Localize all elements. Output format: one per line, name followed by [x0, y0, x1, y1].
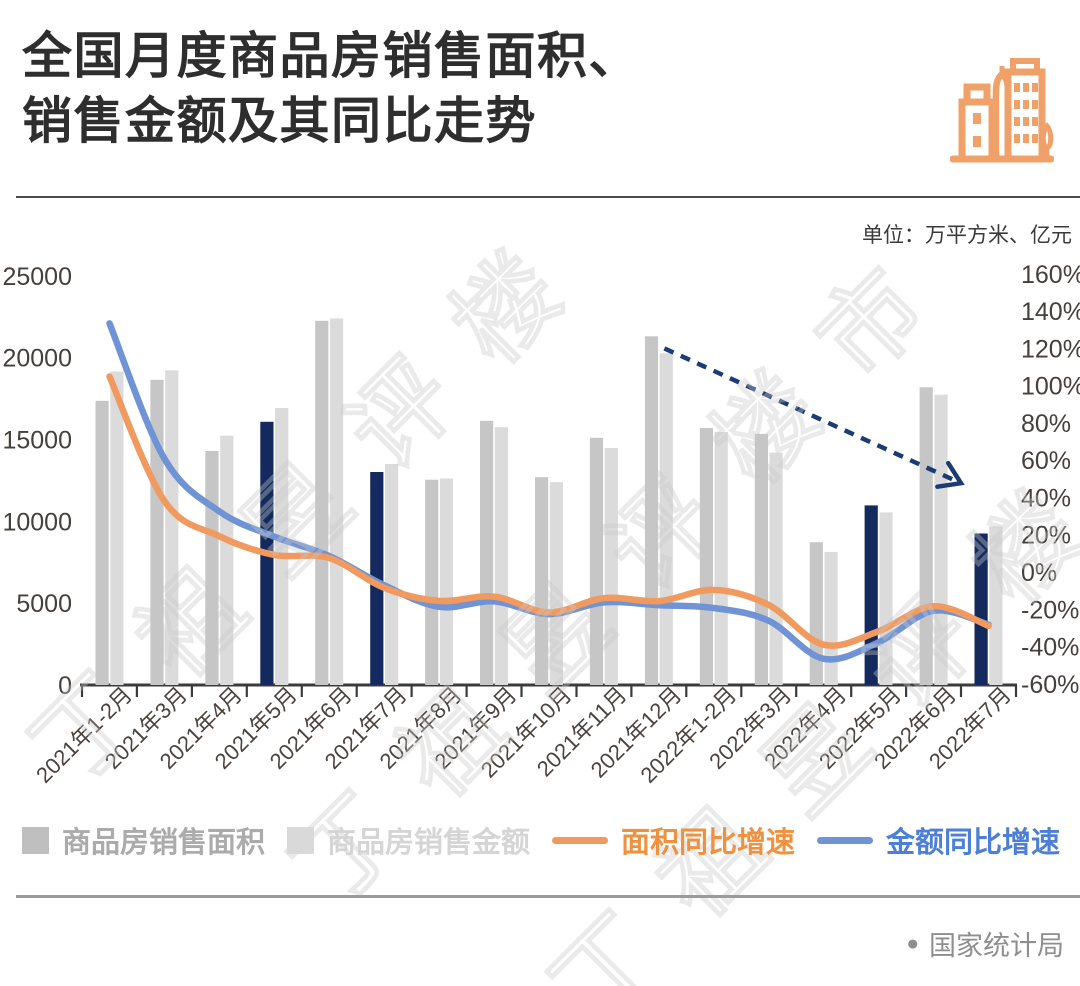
legend-item-amount-growth: 金额同比增速 [816, 819, 1060, 861]
left-axis-tick: 25000 [2, 263, 72, 291]
bar-sales-area [644, 336, 659, 685]
legend-label: 商品房销售金额 [326, 827, 530, 859]
bar-sales-area [754, 433, 768, 685]
bar-sales-amount [714, 432, 728, 685]
bar-sales-amount [934, 394, 948, 685]
amount-growth-swatch [816, 836, 873, 844]
trend-arrow-head [935, 460, 965, 489]
bar-sales-amount [385, 464, 399, 685]
bar-sales-area [589, 437, 604, 685]
bar-sales-amount [494, 427, 508, 685]
bar-sales-area [95, 400, 109, 685]
unit-note: 单位：万平方米、亿元 [862, 224, 1072, 247]
bar-sales-area [205, 451, 219, 685]
right-axis-tick: 120% [1021, 335, 1080, 363]
city-skyline-icon [950, 58, 1054, 163]
legend-item-sales-amount: 商品房销售金额 [286, 819, 530, 861]
left-axis-tick: 0 [58, 672, 72, 700]
bar-sales-amount [330, 318, 344, 685]
left-axis-tick: 20000 [2, 345, 72, 373]
legend-label: 金额同比增速 [885, 827, 1060, 859]
bar-sales-area [809, 542, 823, 685]
footer-divider [16, 895, 1080, 898]
bar-sales-amount [439, 478, 454, 685]
line-area-growth [106, 373, 992, 649]
right-axis-tick: 80% [1021, 410, 1071, 438]
data-source: ● 国家统计局 [906, 924, 1064, 963]
left-axis-tick: 5000 [16, 590, 72, 618]
right-axis-tick: 60% [1021, 447, 1071, 475]
legend-item-area-growth: 面积同比增速 [551, 819, 795, 861]
right-axis-tick: -40% [1021, 634, 1079, 662]
bar-sales-amount [110, 371, 124, 685]
bar-sales-area [315, 320, 329, 685]
watermark-character: 丁 [531, 894, 682, 986]
bar-sales-amount [604, 448, 618, 685]
left-axis-tick: 15000 [2, 426, 72, 454]
source-label: 国家统计局 [929, 931, 1064, 961]
left-axis-tick: 10000 [2, 508, 72, 536]
bar-sales-amount [769, 452, 783, 685]
bar-sales-area [535, 477, 549, 685]
bar-sales-amount [275, 408, 289, 685]
legend-item-sales-area: 商品房销售面积 [22, 819, 265, 861]
page-title-line1: 全国月度商品房销售面积、 [22, 28, 640, 84]
chart-legend: 商品房销售面积 商品房销售金额 面积同比增速 金额同比增速 [22, 818, 1060, 862]
bar-sales-amount [659, 353, 673, 685]
bar-sales-area [919, 387, 933, 685]
area-growth-swatch [551, 836, 608, 844]
right-axis-tick: 160% [1021, 261, 1080, 289]
bar-sales-area [480, 420, 494, 685]
legend-label: 商品房销售面积 [62, 827, 266, 859]
title-divider [16, 196, 1080, 198]
bar-sales-area [150, 379, 164, 685]
bar-sales-area [699, 428, 713, 685]
legend-label: 面积同比增速 [620, 827, 795, 859]
page-title: 全国月度商品房销售面积、 销售金额及其同比走势 [22, 24, 640, 154]
bar-sales-amount [879, 512, 893, 685]
bar-sales-amount [165, 370, 179, 685]
bar-sales-amount [824, 551, 838, 685]
sales-chart: 0 5000 10000 15000 20000 25000 160% 140% 120% 100… [2, 261, 1080, 788]
bar-sales-area-highlight [974, 533, 988, 685]
sales-area-swatch [22, 826, 49, 854]
right-axis-tick: 40% [1021, 484, 1071, 512]
sales-amount-swatch [286, 826, 314, 854]
right-axis-tick: -60% [1021, 671, 1079, 699]
bar-sales-amount [549, 482, 563, 685]
right-axis-tick: 100% [1021, 373, 1080, 401]
bar-sales-amount [989, 526, 1003, 685]
line-amount-growth [106, 320, 992, 663]
right-axis-tick: -20% [1021, 596, 1079, 624]
right-axis-tick: 20% [1021, 522, 1071, 550]
page-title-line2: 销售金额及其同比走势 [22, 93, 537, 149]
bar-sales-amount [220, 435, 234, 685]
bullet-icon: ● [906, 932, 919, 955]
bar-sales-area [425, 479, 439, 685]
bar-sales-area-highlight [864, 505, 878, 685]
right-axis-tick: 0% [1021, 559, 1057, 587]
right-axis-tick: 140% [1021, 298, 1080, 326]
